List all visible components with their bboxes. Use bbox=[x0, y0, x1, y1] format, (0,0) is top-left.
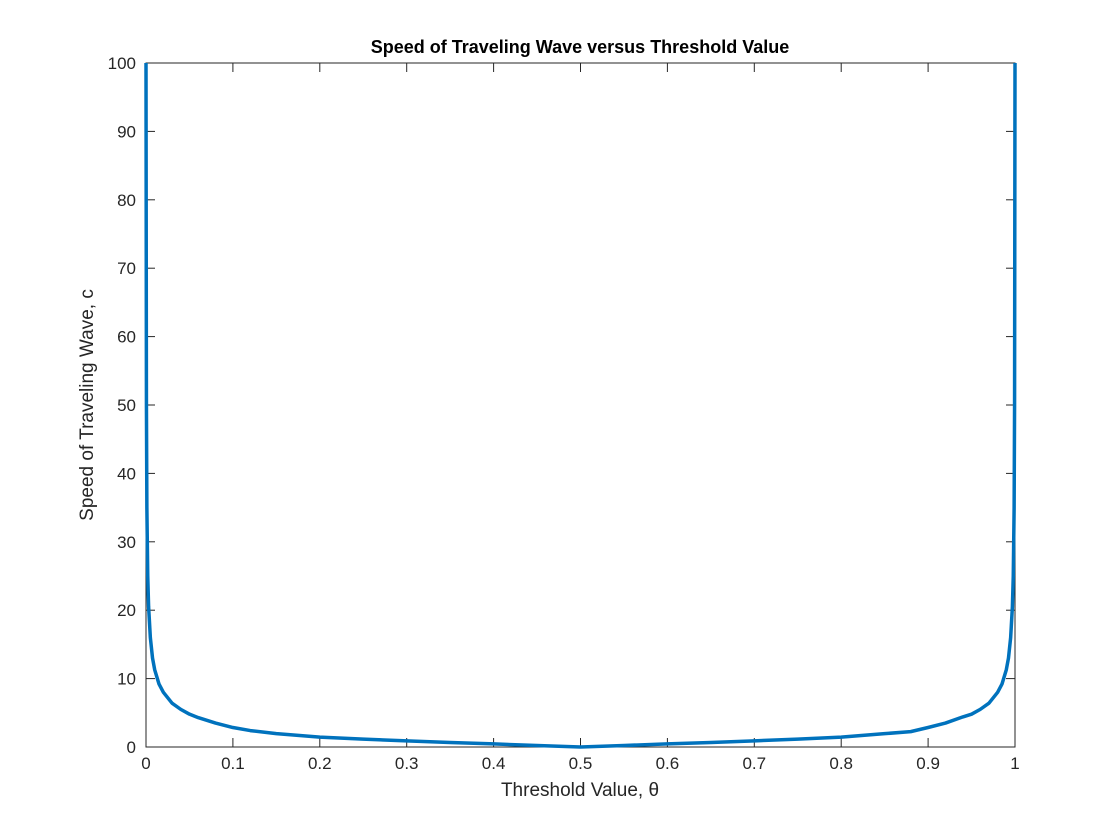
x-tick-label: 0.1 bbox=[221, 754, 245, 773]
x-axis-ticks: 0 0.1 0.2 0.3 0.4 0.5 0.6 0.7 0.8 0.9 1 bbox=[141, 63, 1020, 773]
x-tick-label: 0.9 bbox=[916, 754, 940, 773]
y-tick-label: 10 bbox=[117, 670, 136, 689]
series-line bbox=[144, 62, 1017, 749]
x-tick-label: 0.2 bbox=[308, 754, 332, 773]
x-tick-label: 0.3 bbox=[395, 754, 419, 773]
x-tick-label: 0.6 bbox=[656, 754, 680, 773]
x-tick-label: 0.7 bbox=[742, 754, 766, 773]
y-tick-label: 30 bbox=[117, 533, 136, 552]
y-tick-label: 90 bbox=[117, 122, 136, 141]
y-tick-label: 60 bbox=[117, 328, 136, 347]
y-tick-label: 100 bbox=[108, 54, 136, 73]
y-tick-label: 40 bbox=[117, 464, 136, 483]
x-tick-label: 1 bbox=[1010, 754, 1019, 773]
x-tick-label: 0 bbox=[141, 754, 150, 773]
y-tick-label: 20 bbox=[117, 601, 136, 620]
y-axis-ticks: 0 10 20 30 40 50 60 70 80 90 100 bbox=[108, 54, 1015, 757]
series-layer bbox=[144, 62, 1017, 749]
plot-area-frame bbox=[145, 62, 1016, 748]
y-tick-label: 80 bbox=[117, 191, 136, 210]
x-tick-label: 0.4 bbox=[482, 754, 506, 773]
x-axis-label: Threshold Value, θ bbox=[501, 780, 659, 801]
y-tick-label: 50 bbox=[117, 396, 136, 415]
chart-title: Speed of Traveling Wave versus Threshold… bbox=[371, 37, 789, 57]
x-tick-label: 0.8 bbox=[829, 754, 853, 773]
y-axis-label: Speed of Traveling Wave, c bbox=[77, 289, 98, 521]
y-tick-label: 0 bbox=[127, 738, 136, 757]
x-tick-label: 0.5 bbox=[569, 754, 593, 773]
y-tick-label: 70 bbox=[117, 259, 136, 278]
